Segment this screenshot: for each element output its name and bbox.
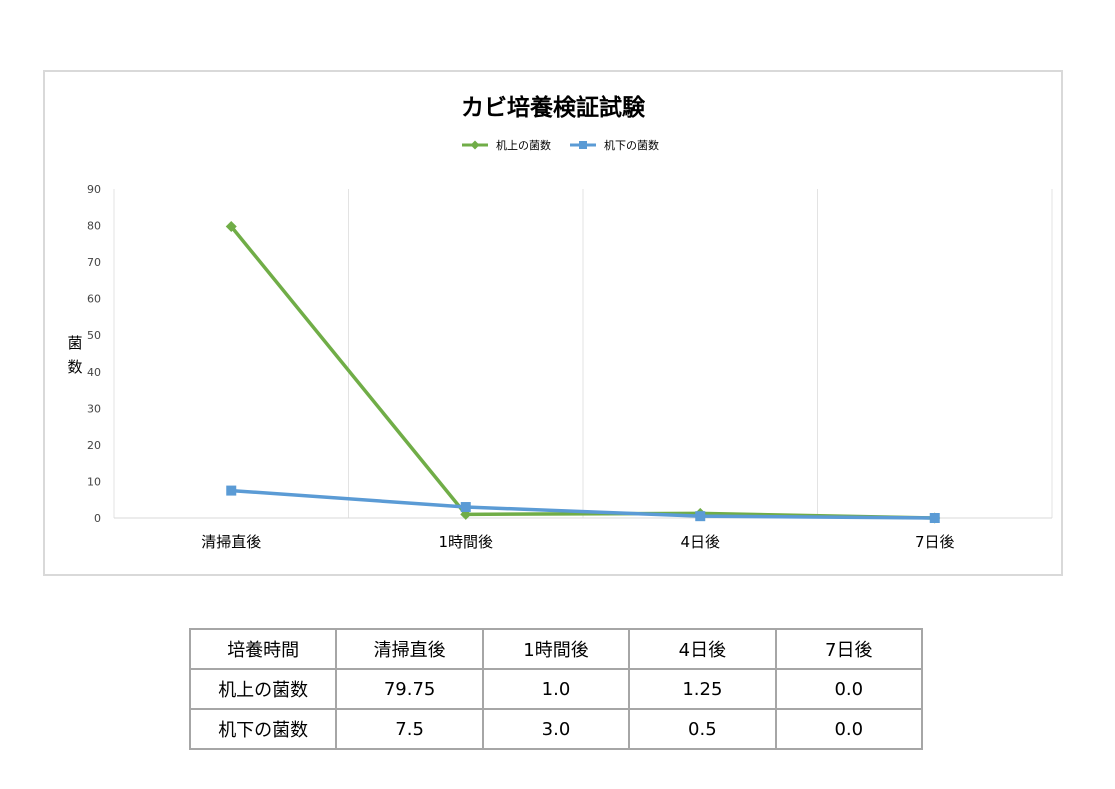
data-point-diamond bbox=[225, 220, 237, 232]
table-cell: 1.25 bbox=[628, 668, 777, 710]
y-tick-label: 10 bbox=[87, 475, 101, 488]
x-tick-label: 1時間後 bbox=[438, 533, 493, 551]
y-tick-label: 60 bbox=[87, 293, 101, 306]
table-cell: 0.0 bbox=[774, 708, 924, 750]
y-tick-label: 40 bbox=[87, 366, 101, 379]
table-row-label: 机下の菌数 bbox=[188, 708, 338, 750]
x-tick-label: 清掃直後 bbox=[201, 533, 261, 551]
y-axis-label: 菌 bbox=[67, 334, 82, 352]
data-point-square bbox=[460, 502, 471, 513]
chart-container: カビ培養検証試験机上の菌数 机下の菌数 0 10 20 30 40 50 60 70 80 90 菌数清… bbox=[43, 70, 1063, 576]
legend-marker-diamond bbox=[470, 140, 480, 150]
data-point-square bbox=[929, 513, 940, 523]
data-point-square bbox=[695, 511, 706, 522]
legend-label: 机上の菌数 bbox=[496, 138, 551, 152]
table-header-cell: 1時間後 bbox=[481, 628, 631, 670]
table-cell: 79.75 bbox=[335, 668, 484, 710]
table-header-cell: 4日後 bbox=[628, 628, 777, 670]
table-row: 机上の菌数 79.75 1.0 1.25 0.0 bbox=[188, 668, 924, 710]
table-header-cell: 清掃直後 bbox=[335, 628, 484, 670]
table-cell: 0.5 bbox=[628, 708, 777, 750]
series-line bbox=[231, 488, 935, 520]
legend-label: 机下の菌数 bbox=[604, 138, 659, 152]
x-tick-label: 4日後 bbox=[680, 533, 720, 551]
y-tick-label: 20 bbox=[87, 439, 101, 452]
table-cell: 7.5 bbox=[335, 708, 484, 750]
x-tick-label: 7日後 bbox=[915, 533, 955, 551]
y-tick-label: 30 bbox=[87, 402, 101, 415]
y-tick-label: 70 bbox=[87, 256, 101, 269]
legend-marker-square bbox=[579, 141, 587, 149]
data-point-square bbox=[226, 485, 237, 496]
y-tick-label: 90 bbox=[87, 183, 101, 196]
data-table: 培養時間 清掃直後 1時間後 4日後 7日後 机上の菌数 79.75 1.0 1… bbox=[188, 628, 924, 750]
y-tick-label: 80 bbox=[87, 220, 101, 233]
y-tick-label: 0 bbox=[94, 512, 101, 525]
table-row-label: 机上の菌数 bbox=[188, 668, 338, 710]
table-cell: 1.0 bbox=[481, 668, 631, 710]
table-row: 机下の菌数 7.5 3.0 0.5 0.0 bbox=[188, 708, 924, 750]
chart-title: カビ培養検証試験 bbox=[461, 94, 646, 121]
table-header-cell: 培養時間 bbox=[188, 628, 338, 670]
table-header-row: 培養時間 清掃直後 1時間後 4日後 7日後 bbox=[188, 628, 924, 670]
table-cell: 3.0 bbox=[481, 708, 631, 750]
y-tick-label: 50 bbox=[87, 329, 101, 342]
table-header-cell: 7日後 bbox=[774, 628, 924, 670]
y-axis-label: 数 bbox=[67, 358, 82, 376]
table-cell: 0.0 bbox=[774, 668, 924, 710]
